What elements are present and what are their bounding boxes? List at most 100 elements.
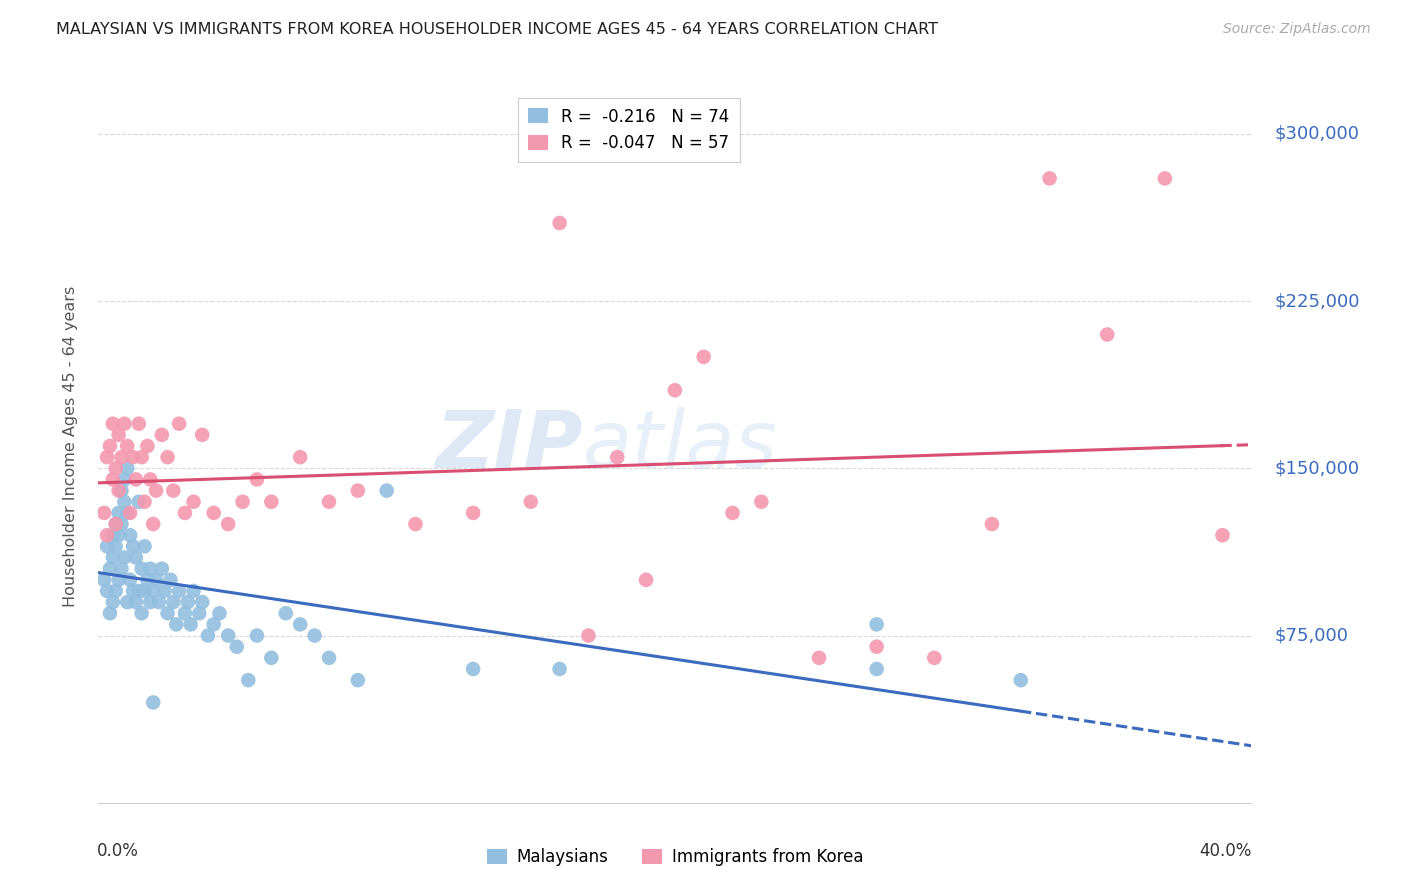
- Point: [117, 439, 138, 453]
- Point: [107, 427, 129, 442]
- Point: [139, 595, 162, 609]
- Text: ZIP: ZIP: [436, 407, 582, 485]
- Point: [128, 494, 150, 508]
- Point: [721, 506, 744, 520]
- Point: [866, 640, 889, 654]
- Point: [156, 607, 179, 621]
- Point: [98, 607, 121, 621]
- Legend: Malaysians, Immigrants from Korea: Malaysians, Immigrants from Korea: [479, 842, 870, 873]
- Point: [104, 517, 127, 532]
- Point: [117, 461, 138, 475]
- Point: [136, 573, 159, 587]
- Point: [98, 562, 121, 576]
- Point: [134, 583, 156, 598]
- Text: 40.0%: 40.0%: [1199, 842, 1251, 860]
- Point: [217, 628, 239, 642]
- Point: [96, 539, 118, 553]
- Point: [191, 427, 214, 442]
- Point: [231, 494, 254, 508]
- Point: [922, 651, 945, 665]
- Text: Source: ZipAtlas.com: Source: ZipAtlas.com: [1223, 22, 1371, 37]
- Point: [104, 461, 127, 475]
- Point: [120, 528, 142, 542]
- Point: [318, 494, 340, 508]
- Text: $150,000: $150,000: [1274, 459, 1360, 477]
- Point: [96, 450, 118, 464]
- Point: [117, 595, 138, 609]
- Text: 0.0%: 0.0%: [97, 842, 139, 860]
- Point: [145, 573, 167, 587]
- Point: [167, 583, 190, 598]
- Point: [96, 583, 118, 598]
- Point: [165, 617, 187, 632]
- Point: [128, 417, 150, 431]
- Text: atlas: atlas: [582, 407, 778, 485]
- Point: [693, 350, 716, 364]
- Point: [405, 517, 427, 532]
- Point: [117, 506, 138, 520]
- Point: [461, 662, 484, 676]
- Point: [208, 607, 231, 621]
- Point: [107, 483, 129, 498]
- Point: [134, 494, 156, 508]
- Y-axis label: Householder Income Ages 45 - 64 years: Householder Income Ages 45 - 64 years: [63, 285, 77, 607]
- Point: [139, 562, 162, 576]
- Point: [180, 617, 202, 632]
- Point: [290, 617, 312, 632]
- Point: [125, 550, 148, 565]
- Point: [260, 651, 283, 665]
- Point: [274, 607, 297, 621]
- Point: [110, 562, 132, 576]
- Point: [148, 595, 170, 609]
- Text: $300,000: $300,000: [1274, 125, 1360, 143]
- Point: [246, 628, 269, 642]
- Point: [548, 216, 571, 230]
- Point: [346, 483, 368, 498]
- Point: [104, 583, 127, 598]
- Point: [98, 439, 121, 453]
- Point: [1212, 528, 1234, 542]
- Point: [131, 450, 153, 464]
- Point: [318, 651, 340, 665]
- Point: [122, 450, 145, 464]
- Point: [104, 517, 127, 532]
- Point: [174, 607, 197, 621]
- Point: [101, 550, 124, 565]
- Point: [125, 473, 148, 487]
- Point: [112, 417, 135, 431]
- Point: [238, 673, 260, 687]
- Point: [1153, 171, 1175, 186]
- Point: [122, 539, 145, 553]
- Point: [664, 384, 686, 398]
- Point: [578, 628, 600, 642]
- Point: [807, 651, 830, 665]
- Point: [606, 450, 628, 464]
- Point: [183, 494, 205, 508]
- Point: [260, 494, 283, 508]
- Point: [461, 506, 484, 520]
- Point: [167, 417, 190, 431]
- Point: [122, 583, 145, 598]
- Point: [136, 439, 159, 453]
- Point: [93, 506, 115, 520]
- Point: [183, 583, 205, 598]
- Point: [159, 573, 181, 587]
- Point: [162, 483, 184, 498]
- Point: [142, 696, 165, 710]
- Point: [104, 539, 127, 553]
- Point: [156, 450, 179, 464]
- Point: [101, 417, 124, 431]
- Point: [1010, 673, 1032, 687]
- Point: [202, 506, 225, 520]
- Point: [290, 450, 312, 464]
- Text: $75,000: $75,000: [1274, 626, 1348, 645]
- Point: [93, 573, 115, 587]
- Point: [101, 473, 124, 487]
- Point: [134, 539, 156, 553]
- Point: [139, 473, 162, 487]
- Point: [217, 517, 239, 532]
- Point: [866, 662, 889, 676]
- Point: [1038, 171, 1062, 186]
- Point: [1097, 327, 1119, 342]
- Point: [225, 640, 247, 654]
